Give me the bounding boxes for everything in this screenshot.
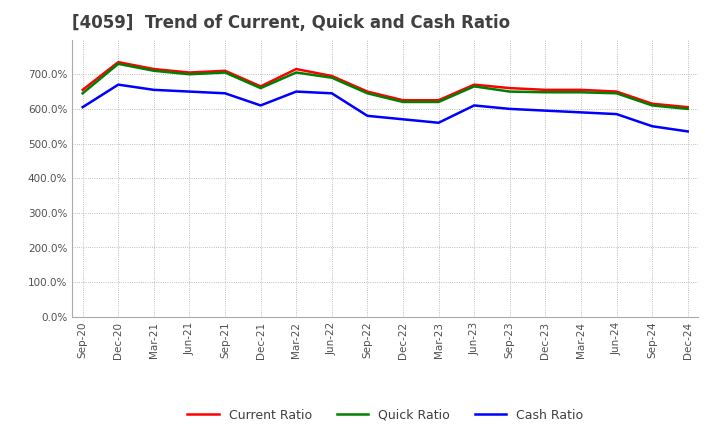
Quick Ratio [185,72,194,77]
Cash Ratio [363,113,372,118]
Quick Ratio [541,90,549,95]
Cash Ratio [612,111,621,117]
Current Ratio [399,98,408,103]
Current Ratio [256,84,265,89]
Quick Ratio [612,91,621,96]
Current Ratio [577,87,585,92]
Current Ratio [648,101,657,106]
Current Ratio [185,70,194,75]
Cash Ratio [78,105,87,110]
Line: Cash Ratio: Cash Ratio [83,84,688,132]
Current Ratio [363,89,372,94]
Current Ratio [612,89,621,94]
Cash Ratio [470,103,479,108]
Cash Ratio [541,108,549,113]
Cash Ratio [221,91,230,96]
Quick Ratio [221,70,230,75]
Cash Ratio [399,117,408,122]
Current Ratio [150,66,158,72]
Quick Ratio [648,103,657,108]
Current Ratio [114,59,122,65]
Current Ratio [221,68,230,73]
Current Ratio [470,82,479,87]
Quick Ratio [78,91,87,96]
Quick Ratio [434,99,443,105]
Cash Ratio [292,89,300,94]
Quick Ratio [577,90,585,95]
Cash Ratio [150,87,158,92]
Cash Ratio [328,91,336,96]
Quick Ratio [256,85,265,91]
Current Ratio [541,87,549,92]
Current Ratio [78,87,87,92]
Quick Ratio [150,68,158,73]
Line: Current Ratio: Current Ratio [83,62,688,107]
Cash Ratio [577,110,585,115]
Current Ratio [292,66,300,72]
Cash Ratio [648,124,657,129]
Line: Quick Ratio: Quick Ratio [83,64,688,109]
Quick Ratio [114,61,122,66]
Quick Ratio [328,75,336,81]
Cash Ratio [683,129,692,134]
Quick Ratio [292,70,300,75]
Cash Ratio [114,82,122,87]
Current Ratio [683,105,692,110]
Quick Ratio [363,91,372,96]
Cash Ratio [505,106,514,111]
Legend: Current Ratio, Quick Ratio, Cash Ratio: Current Ratio, Quick Ratio, Cash Ratio [182,404,588,427]
Current Ratio [328,73,336,79]
Quick Ratio [505,89,514,94]
Current Ratio [434,98,443,103]
Quick Ratio [470,84,479,89]
Quick Ratio [399,99,408,105]
Cash Ratio [434,120,443,125]
Quick Ratio [683,106,692,111]
Current Ratio [505,85,514,91]
Cash Ratio [256,103,265,108]
Text: [4059]  Trend of Current, Quick and Cash Ratio: [4059] Trend of Current, Quick and Cash … [72,15,510,33]
Cash Ratio [185,89,194,94]
